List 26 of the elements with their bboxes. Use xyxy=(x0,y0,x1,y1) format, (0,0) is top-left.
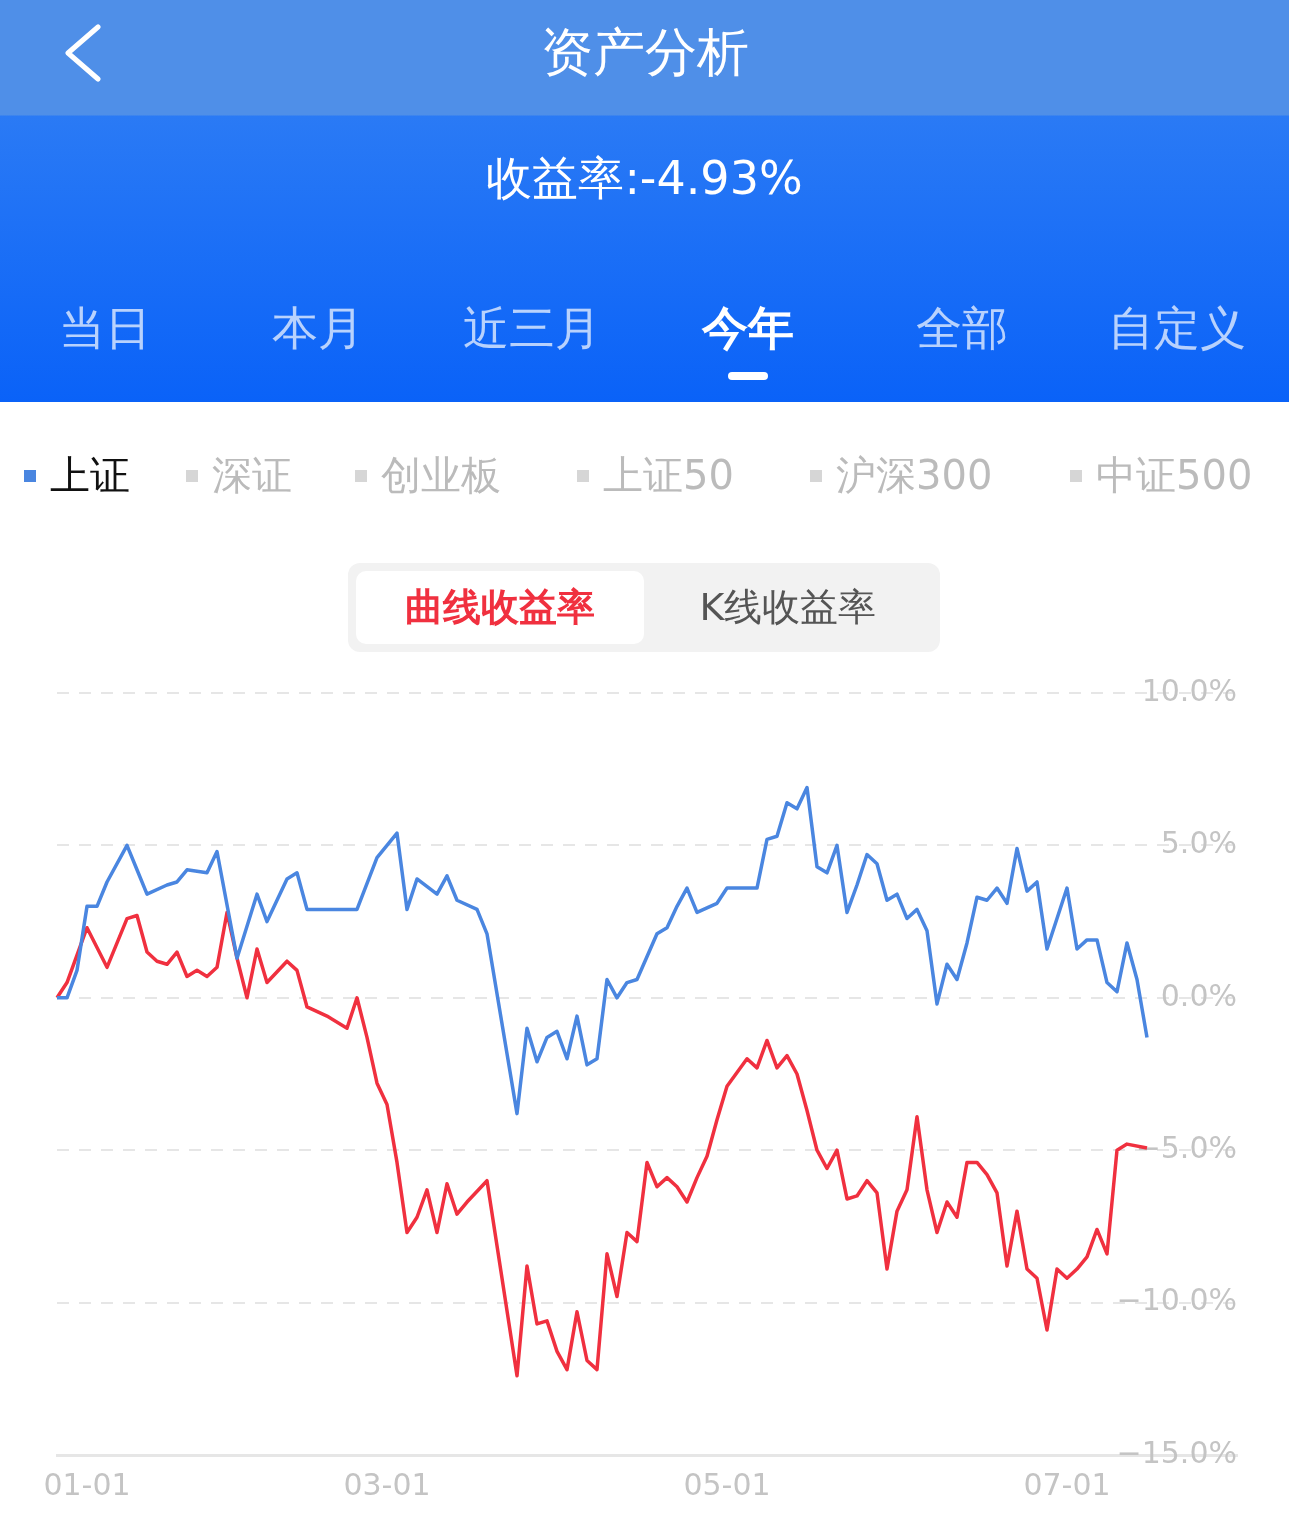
text: 本月 xyxy=(272,300,364,357)
y-tick-label: −5.0% xyxy=(1135,1130,1237,1165)
legend-label: 上证 xyxy=(50,451,130,500)
chart-title: 资产分析 xyxy=(539,21,750,84)
x-tick-label: 07-01 xyxy=(1023,1466,1111,1502)
y-tick-label: 0.0% xyxy=(1160,977,1237,1013)
y-tick-label: −10.0% xyxy=(1116,1282,1237,1318)
x-tick-label: 01-01 xyxy=(43,1466,131,1502)
y-tick-label: 5.0% xyxy=(1160,825,1237,861)
y-tick-label: 10.0% xyxy=(1141,672,1237,708)
y-tick-label: −15.0% xyxy=(1116,1434,1237,1470)
text: 中证500 xyxy=(1096,451,1253,500)
text: 沪深300 xyxy=(836,451,993,500)
text: 曲线收益率 xyxy=(356,571,644,644)
text: 自定义 xyxy=(1108,300,1246,357)
text: K线收益率 xyxy=(698,584,878,631)
text: 当日 xyxy=(59,300,151,357)
text: 全部 xyxy=(916,300,1008,357)
text: 今年 xyxy=(702,300,794,357)
text: 创业板 xyxy=(381,451,501,500)
text: 近三月 xyxy=(463,300,601,357)
chart-subtitle: 收益率:-4.93% xyxy=(485,150,804,207)
text: 深证 xyxy=(212,451,292,500)
text: 上证50 xyxy=(603,451,734,500)
x-tick-label: 03-01 xyxy=(343,1466,431,1502)
x-tick-label: 05-01 xyxy=(683,1466,771,1502)
